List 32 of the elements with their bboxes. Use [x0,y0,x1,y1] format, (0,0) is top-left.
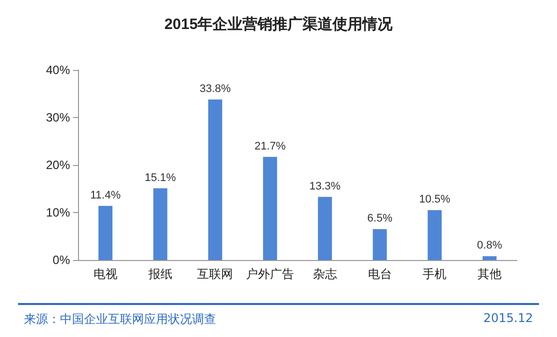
bar [428,210,442,260]
data-label: 0.8% [477,240,502,252]
x-tick-label: 户外广告 [246,267,294,281]
data-label: 15.1% [144,172,176,184]
text: 2015.12 [483,311,533,325]
data-label: 21.7% [254,140,286,152]
y-tick-label: 40% [46,63,70,77]
x-tick-label: 电台 [368,267,392,281]
y-tick-label: 20% [46,158,70,172]
y-tick-label: 0% [52,253,70,267]
bar [318,196,332,260]
x-tick-label: 报纸 [147,267,172,281]
x-tick-label: 电视 [93,267,118,281]
bar [98,206,112,260]
x-tick-label: 互联网 [197,267,234,281]
chart-title: 2015年企业营销推广渠道使用情况 [164,15,394,33]
x-tick-label: 手机 [422,267,447,281]
bar [208,99,222,260]
data-label: 13.3% [309,180,341,192]
data-label: 33.8% [200,82,231,95]
bar [263,156,278,260]
x-tick-label: 杂志 [312,267,337,281]
bar [372,229,387,260]
data-label: 11.4% [90,189,121,202]
y-tick-label: 30% [46,110,70,124]
bar [482,256,497,260]
source-note: 来源：中国企业互联网应用状况调查 [24,311,216,328]
data-label: 10.5% [419,194,450,206]
bar [153,188,168,260]
y-tick-label: 10% [46,206,70,220]
data-label: 6.5% [367,212,393,225]
x-tick-label: 其他 [478,267,502,281]
